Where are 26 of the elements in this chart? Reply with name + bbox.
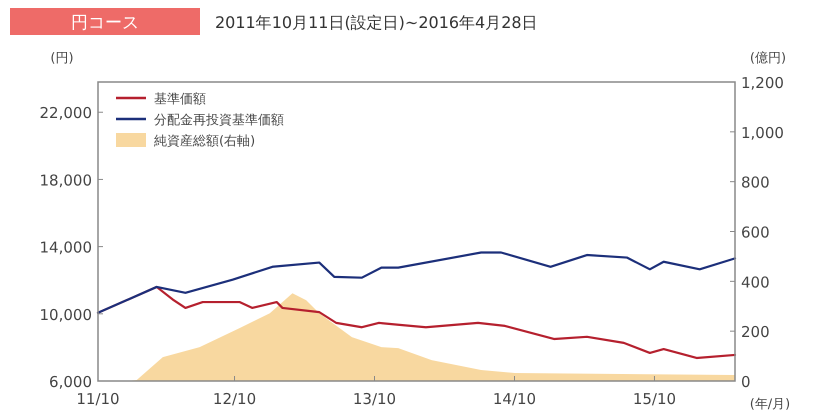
legend-label: 基準価額: [154, 92, 206, 107]
x-tick-label: 14/10: [492, 390, 536, 408]
y-tick-label: 10,000: [40, 306, 92, 324]
chart-title: 円コース: [71, 13, 139, 33]
y2-tick-label: 200: [741, 323, 770, 342]
y-tick-label: 18,000: [40, 171, 92, 190]
y-tick-label: 14,000: [40, 238, 92, 257]
x-tick-label: 13/10: [352, 390, 396, 408]
y2-tick-label: 600: [741, 224, 770, 242]
y2-tick-label: 400: [741, 273, 770, 292]
y2-tick-label: 0: [741, 373, 751, 391]
y-tick-label: 22,000: [40, 104, 92, 122]
y2-tick-label: 1,000: [741, 124, 784, 142]
x-axis-title: (年/月): [750, 397, 790, 412]
line-series: [96, 251, 736, 314]
x-tick-label: 12/10: [212, 390, 256, 408]
y-tick-label: 6,000: [49, 373, 92, 391]
y2-tick-label: 1,200: [741, 74, 784, 92]
x-tick-label: 15/10: [632, 390, 676, 408]
y-axis-title: (円): [50, 51, 74, 66]
legend-label: 純資産総額(右軸): [154, 133, 256, 149]
y2-tick-label: 800: [741, 174, 770, 192]
x-tick-label: 11/10: [76, 390, 120, 408]
legend-label: 分配金再投資基準価額: [154, 113, 284, 128]
chart-subtitle: 2011年10月11日(設定日)~2016年4月28日: [215, 13, 538, 32]
y2-axis-title: (億円): [750, 51, 786, 66]
